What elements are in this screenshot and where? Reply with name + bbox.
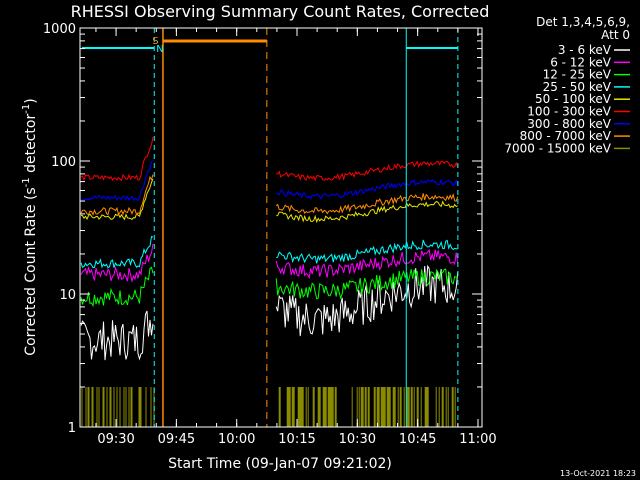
y-axis-label: Corrected Count Rate (s-1 detector-1): [21, 98, 39, 355]
x-tick-label: 10:00: [218, 432, 255, 447]
series-line-6: [80, 160, 154, 202]
x-tick-label: 09:45: [158, 432, 195, 447]
series-line-0: [80, 310, 154, 361]
chart-title: RHESSI Observing Summary Count Rates, Co…: [71, 2, 490, 21]
series-line-5: [80, 137, 154, 182]
legend-header-1: Det 1,3,4,5,6,9,: [536, 15, 630, 29]
timestamp: 13-Oct-2021 18:23: [560, 469, 636, 478]
legend-item-label: 800 - 7000 keV: [520, 129, 612, 143]
y-tick-label: 1000: [43, 22, 76, 37]
legend-header-2: Att 0: [601, 28, 630, 42]
series-line-5: [276, 160, 459, 182]
y-tick-label: 100: [51, 155, 76, 170]
series-line-6: [275, 178, 459, 200]
plot-frame: [79, 27, 483, 428]
series-line-4: [80, 178, 154, 221]
series-line-3: [80, 235, 154, 269]
data-layer: SN: [80, 28, 459, 427]
x-tick-label: 10:15: [278, 432, 315, 447]
series-line-0: [275, 264, 459, 337]
series-line-3: [276, 239, 458, 264]
series-line-1: [80, 243, 154, 283]
legend-item-label: 3 - 6 keV: [558, 43, 612, 57]
series-line-7: [275, 193, 459, 215]
legend-item-label: 6 - 12 keV: [550, 55, 612, 69]
y-tick-label: 10: [59, 288, 76, 303]
series-line-2: [275, 268, 458, 300]
legend-item-label: 7000 - 15000 keV: [504, 141, 611, 155]
series-line-7000-15000kev: [278, 387, 456, 427]
legend-item-label: 100 - 300 keV: [527, 105, 611, 119]
y-tick-label: 1: [68, 421, 76, 436]
legend-item-label: 12 - 25 keV: [543, 68, 612, 82]
x-tick-label: 09:30: [97, 432, 134, 447]
series-line-7: [80, 174, 154, 216]
series-line-1: [275, 248, 459, 280]
legend-item-label: 300 - 800 keV: [527, 117, 611, 131]
flag-label-s: S: [152, 36, 158, 47]
x-tick-label: 11:00: [459, 432, 496, 447]
x-tick-label: 10:30: [339, 432, 376, 447]
axis-ticks: 09:30 09:45 10:00 10:15 10:30 10:45 11:00 1 10 10…: [43, 22, 497, 447]
series-line-4: [276, 200, 458, 224]
legend-item-label: 25 - 50 keV: [543, 80, 612, 94]
flag-label-n: N: [156, 44, 163, 55]
x-tick-label: 10:45: [399, 432, 436, 447]
series-line-7000-15000kev: [81, 387, 155, 427]
series-line-2: [80, 266, 154, 308]
x-axis-label: Start Time (09-Jan-07 09:21:02): [168, 456, 392, 472]
legend-item-label: 50 - 100 keV: [535, 92, 612, 106]
